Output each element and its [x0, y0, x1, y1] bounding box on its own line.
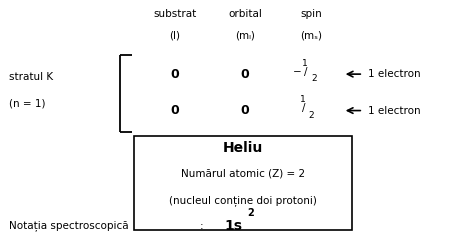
- Text: :: :: [200, 221, 204, 231]
- Text: 2: 2: [311, 74, 316, 84]
- Text: /: /: [304, 67, 308, 77]
- Text: 0: 0: [241, 104, 250, 117]
- Text: spin: spin: [300, 9, 322, 18]
- Text: 0: 0: [170, 104, 179, 117]
- Text: 1s: 1s: [225, 219, 243, 233]
- Text: stratul K: stratul K: [9, 71, 53, 82]
- Text: Notația spectroscopică: Notația spectroscopică: [9, 221, 128, 231]
- Text: Numărul atomic (Z) = 2: Numărul atomic (Z) = 2: [181, 169, 305, 179]
- Text: 1: 1: [300, 95, 306, 104]
- Text: (nucleul conține doi protoni): (nucleul conține doi protoni): [169, 196, 317, 207]
- Text: 1 electron: 1 electron: [368, 69, 420, 79]
- Text: 0: 0: [170, 68, 179, 81]
- Text: 1: 1: [302, 59, 308, 68]
- Text: −: −: [293, 67, 301, 77]
- Bar: [134, 136, 352, 230]
- Text: (l): (l): [169, 30, 180, 40]
- Text: (mₗ): (mₗ): [235, 30, 255, 40]
- Text: orbital: orbital: [228, 9, 262, 18]
- Text: Heliu: Heliu: [223, 141, 263, 155]
- Text: 0: 0: [241, 68, 250, 81]
- Text: 1 electron: 1 electron: [368, 105, 420, 116]
- Text: 2: 2: [309, 111, 314, 120]
- Text: (n = 1): (n = 1): [9, 98, 45, 108]
- Text: (mₛ): (mₛ): [300, 30, 322, 40]
- Text: /: /: [302, 103, 306, 113]
- Text: 2: 2: [247, 208, 254, 218]
- Text: substrat: substrat: [153, 9, 197, 18]
